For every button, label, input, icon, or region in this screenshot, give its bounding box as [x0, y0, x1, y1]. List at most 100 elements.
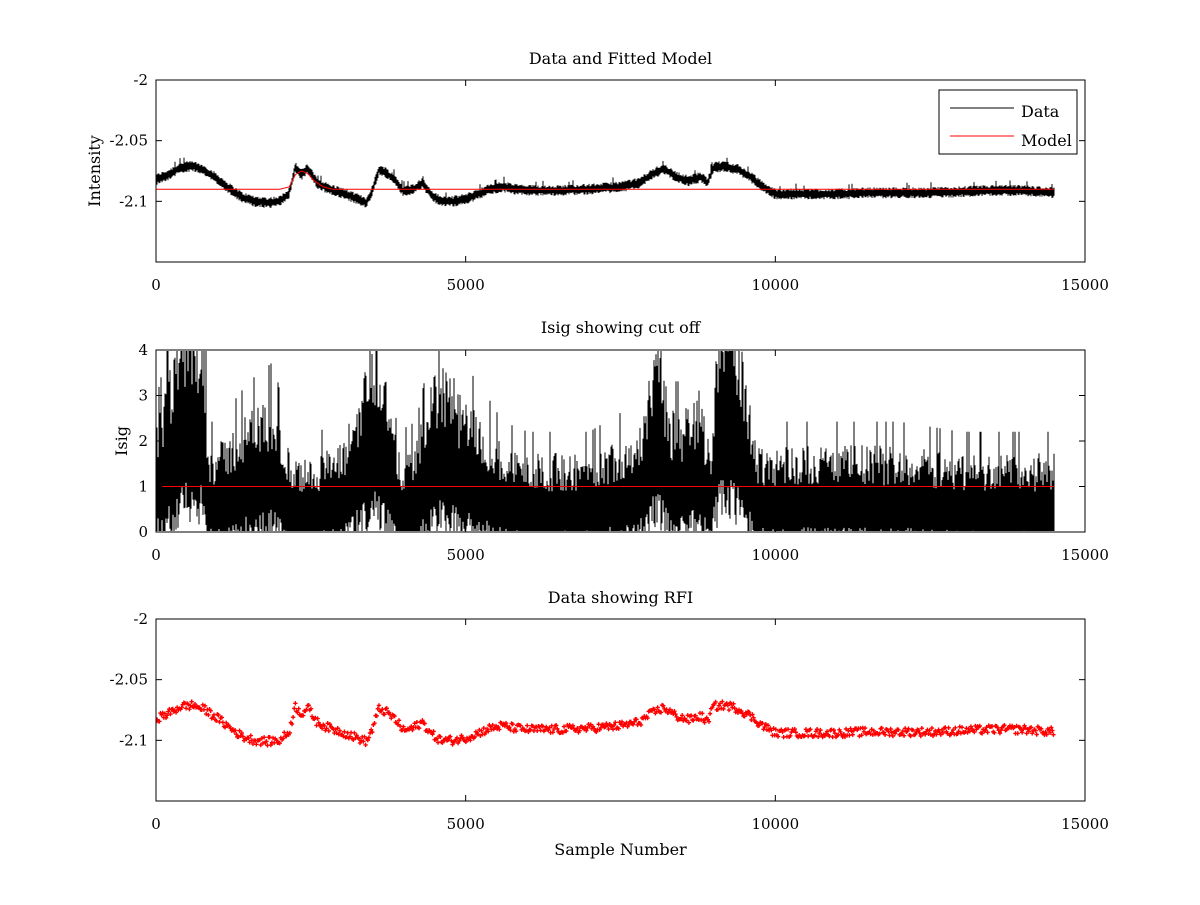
legend-box	[938, 89, 1078, 155]
data-point	[183, 706, 189, 711]
data-point	[992, 730, 997, 735]
data-point	[582, 724, 588, 730]
data-point	[1030, 731, 1035, 736]
data-point	[645, 715, 650, 721]
data-point	[186, 702, 191, 707]
data-point	[910, 728, 916, 733]
data-point	[257, 737, 262, 743]
data-point	[742, 714, 747, 719]
x-tick-label: 10000	[751, 815, 799, 833]
data-point	[547, 725, 552, 730]
data-point	[905, 728, 910, 734]
data-point	[1002, 723, 1007, 728]
data-point	[808, 727, 813, 732]
data-point	[367, 730, 373, 736]
data-point	[368, 727, 374, 732]
data-point	[740, 711, 745, 716]
data-point	[889, 730, 894, 735]
data-point	[888, 726, 893, 732]
data-point	[710, 704, 715, 710]
data-point	[361, 739, 366, 744]
data-point	[479, 728, 484, 734]
data-point	[926, 731, 931, 737]
data-point	[765, 723, 771, 728]
data-point	[917, 730, 922, 736]
data-point	[1025, 726, 1030, 732]
data-point	[1048, 725, 1054, 730]
data-point	[985, 730, 990, 735]
data-point	[726, 707, 732, 713]
data-point	[968, 724, 974, 729]
data-point	[507, 725, 512, 730]
data-point	[354, 733, 359, 738]
data-point	[554, 723, 559, 728]
data-point	[358, 738, 364, 743]
data-point	[773, 727, 779, 732]
data-point	[268, 742, 274, 748]
data-point	[187, 706, 192, 712]
data-point	[785, 727, 791, 732]
data-point	[1023, 725, 1028, 731]
data-point	[849, 729, 854, 734]
data-point	[570, 723, 576, 728]
data-point	[841, 731, 847, 737]
data-point	[588, 722, 593, 727]
data-point	[304, 707, 309, 712]
x-tick-label: 0	[151, 546, 161, 564]
y-tick-label: 1	[138, 478, 148, 496]
data-point	[1017, 725, 1023, 730]
data-point	[750, 712, 755, 717]
data-point	[342, 729, 347, 734]
data-point	[949, 730, 955, 735]
panel-data-showing-rfi: Data showing RFI 0 5000 10000 15000 -2 -2.05 -…	[110, 588, 1109, 859]
data-point	[600, 722, 606, 727]
data-point	[715, 707, 721, 712]
data-point	[585, 725, 590, 731]
data-point	[396, 718, 402, 723]
data-point	[934, 732, 939, 737]
data-point	[886, 729, 891, 734]
data-point	[619, 719, 625, 725]
data-point	[213, 718, 219, 724]
y-tick-label: -2	[133, 610, 148, 628]
data-point	[513, 729, 519, 734]
data-point	[1028, 725, 1034, 730]
data-point	[289, 721, 295, 727]
data-point	[720, 699, 725, 704]
data-point	[1050, 728, 1055, 733]
data-point	[616, 726, 621, 731]
data-point	[410, 727, 415, 733]
data-point	[561, 724, 567, 729]
x-tick-label: 15000	[1061, 815, 1109, 833]
data-point	[290, 714, 296, 720]
data-point	[490, 722, 495, 728]
data-point	[375, 706, 381, 711]
data-point	[679, 713, 685, 718]
series-0-line	[156, 157, 1055, 208]
data-point	[254, 742, 259, 747]
x-tick-label: 0	[151, 276, 161, 294]
data-point	[632, 719, 637, 725]
data-point	[652, 707, 657, 712]
data-point	[706, 719, 712, 724]
data-point	[731, 701, 736, 706]
data-point	[463, 739, 469, 745]
data-point	[179, 705, 184, 710]
data-point	[609, 724, 615, 729]
data-point	[762, 724, 767, 730]
data-point	[732, 705, 737, 711]
x-tick-label: 15000	[1061, 546, 1109, 564]
data-point	[912, 732, 918, 737]
data-point	[908, 733, 913, 739]
data-point	[357, 740, 363, 746]
data-point	[248, 733, 253, 738]
data-point	[739, 708, 744, 714]
data-point	[754, 721, 760, 726]
data-point	[792, 726, 797, 732]
data-point	[560, 730, 566, 735]
data-point	[481, 725, 486, 731]
data-point	[746, 710, 752, 715]
data-point	[488, 724, 493, 729]
data-point	[569, 725, 575, 731]
